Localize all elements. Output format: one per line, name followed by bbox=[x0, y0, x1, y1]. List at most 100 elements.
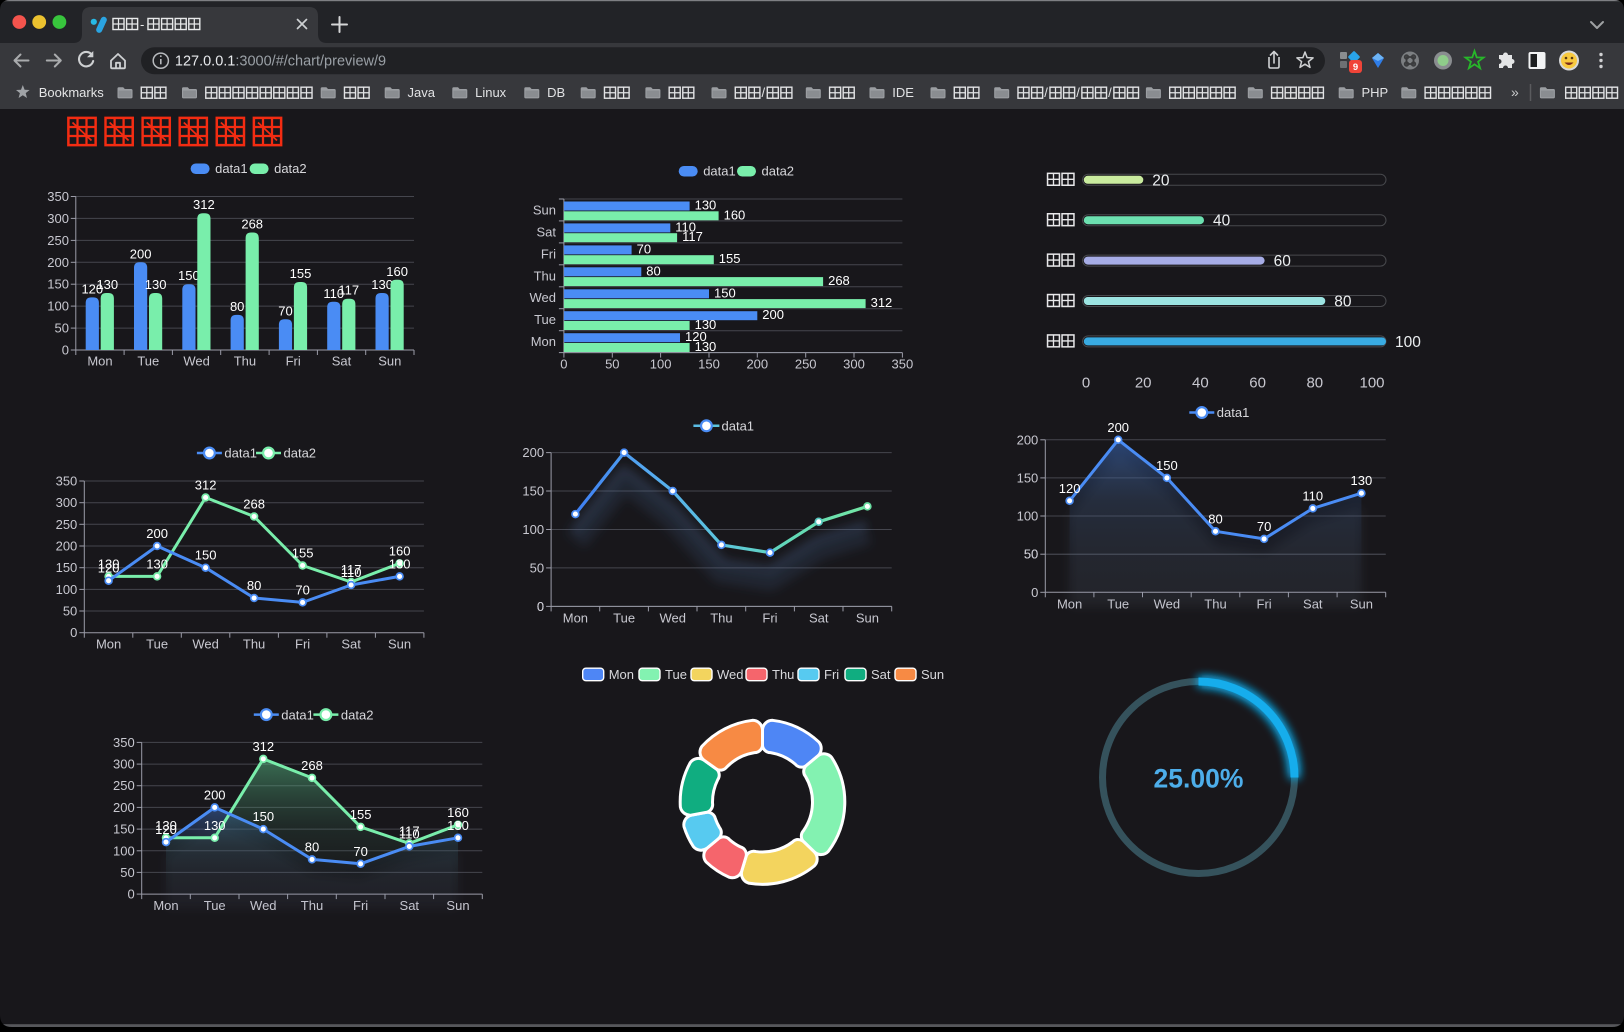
svg-text:Fri: Fri bbox=[824, 667, 839, 682]
svg-text:60: 60 bbox=[1274, 253, 1292, 270]
svg-text:120: 120 bbox=[155, 822, 177, 837]
svg-text:200: 200 bbox=[746, 357, 768, 372]
svg-text:300: 300 bbox=[56, 495, 78, 510]
svg-text:100: 100 bbox=[56, 582, 78, 597]
svg-text:70: 70 bbox=[295, 582, 309, 597]
svg-text:Thu: Thu bbox=[534, 268, 556, 283]
svg-text:25.00%: 25.00% bbox=[1154, 764, 1244, 794]
svg-text:268: 268 bbox=[828, 273, 850, 288]
svg-text:PHP: PHP bbox=[1362, 85, 1389, 100]
svg-text:Sat: Sat bbox=[536, 224, 556, 239]
svg-text:80: 80 bbox=[1306, 375, 1323, 392]
svg-text:Tue: Tue bbox=[137, 354, 159, 369]
svg-text:117: 117 bbox=[338, 283, 359, 298]
svg-text:80: 80 bbox=[305, 839, 319, 854]
svg-text:50: 50 bbox=[120, 865, 134, 880]
svg-text:110: 110 bbox=[323, 286, 344, 301]
svg-text:Fri: Fri bbox=[295, 637, 310, 652]
svg-text:200: 200 bbox=[130, 246, 152, 261]
svg-text:Wed: Wed bbox=[192, 637, 219, 652]
svg-text:0: 0 bbox=[1082, 375, 1090, 392]
svg-text:150: 150 bbox=[178, 268, 200, 283]
svg-text:Fri: Fri bbox=[762, 610, 777, 625]
svg-text:Fri: Fri bbox=[286, 354, 301, 369]
svg-text:0: 0 bbox=[127, 887, 134, 902]
svg-text:Sun: Sun bbox=[921, 667, 944, 682]
svg-text:250: 250 bbox=[113, 778, 135, 793]
svg-text:Sat: Sat bbox=[341, 637, 361, 652]
svg-text:117: 117 bbox=[399, 823, 420, 838]
svg-text:/: / bbox=[1108, 85, 1112, 100]
svg-text:200: 200 bbox=[113, 800, 135, 815]
svg-text:80: 80 bbox=[247, 578, 261, 593]
svg-text:200: 200 bbox=[1017, 432, 1039, 447]
svg-text:0: 0 bbox=[1031, 585, 1038, 600]
svg-text:data2: data2 bbox=[274, 161, 307, 176]
svg-text:150: 150 bbox=[714, 285, 736, 300]
svg-text:155: 155 bbox=[350, 807, 372, 822]
svg-text:130: 130 bbox=[146, 556, 168, 571]
svg-text:130: 130 bbox=[98, 556, 120, 571]
svg-text:Sun: Sun bbox=[378, 354, 401, 369]
svg-text:Sun: Sun bbox=[533, 203, 556, 218]
svg-text:130: 130 bbox=[695, 339, 717, 354]
svg-text:Sat: Sat bbox=[809, 610, 829, 625]
svg-text:130: 130 bbox=[145, 277, 167, 292]
svg-text:Tue: Tue bbox=[534, 312, 556, 327]
svg-text:200: 200 bbox=[1107, 420, 1129, 435]
svg-text:IDE: IDE bbox=[892, 85, 914, 100]
svg-text:data1: data1 bbox=[215, 161, 248, 176]
svg-text:100: 100 bbox=[1395, 334, 1421, 351]
svg-text:Tue: Tue bbox=[613, 610, 635, 625]
svg-text:200: 200 bbox=[56, 539, 78, 554]
svg-text:DB: DB bbox=[547, 85, 565, 100]
svg-text:Tue: Tue bbox=[665, 667, 687, 682]
svg-text:268: 268 bbox=[241, 217, 263, 232]
svg-text:100: 100 bbox=[113, 843, 135, 858]
svg-text:0: 0 bbox=[70, 625, 77, 640]
svg-text:150: 150 bbox=[56, 560, 78, 575]
svg-text:0: 0 bbox=[62, 343, 69, 358]
svg-text:Sun: Sun bbox=[856, 610, 879, 625]
svg-text:350: 350 bbox=[892, 357, 914, 372]
svg-text:130: 130 bbox=[96, 277, 118, 292]
svg-text:50: 50 bbox=[55, 321, 69, 336]
svg-text:117: 117 bbox=[341, 562, 362, 577]
svg-text:Tue: Tue bbox=[146, 637, 168, 652]
svg-text:312: 312 bbox=[193, 197, 215, 212]
svg-text:120: 120 bbox=[1059, 481, 1081, 496]
svg-text:100: 100 bbox=[650, 357, 672, 372]
svg-text:150: 150 bbox=[698, 357, 720, 372]
svg-text:70: 70 bbox=[278, 303, 292, 318]
svg-text:-: - bbox=[140, 17, 144, 32]
svg-text:0: 0 bbox=[560, 357, 567, 372]
svg-text:Mon: Mon bbox=[531, 334, 556, 349]
svg-text:70: 70 bbox=[1257, 519, 1271, 534]
svg-text:100: 100 bbox=[1017, 509, 1039, 524]
svg-text:155: 155 bbox=[292, 546, 314, 561]
svg-text:312: 312 bbox=[252, 739, 274, 754]
svg-text:100: 100 bbox=[47, 299, 69, 314]
svg-text:312: 312 bbox=[195, 478, 217, 493]
svg-text:Mon: Mon bbox=[96, 637, 121, 652]
svg-text:/: / bbox=[762, 85, 766, 100]
svg-text:312: 312 bbox=[871, 295, 893, 310]
svg-text:120: 120 bbox=[98, 561, 120, 576]
svg-text:127.0.0.1:3000/#/chart/preview: 127.0.0.1:3000/#/chart/preview/9 bbox=[175, 53, 386, 69]
svg-text:117: 117 bbox=[682, 229, 703, 244]
svg-text:0: 0 bbox=[537, 599, 544, 614]
svg-text:300: 300 bbox=[47, 211, 69, 226]
svg-text:200: 200 bbox=[762, 307, 784, 322]
svg-text:150: 150 bbox=[113, 822, 135, 837]
svg-text:120: 120 bbox=[81, 281, 103, 296]
svg-text:130: 130 bbox=[447, 818, 469, 833]
svg-text:data1: data1 bbox=[1217, 405, 1250, 420]
svg-text:250: 250 bbox=[47, 233, 69, 248]
svg-text:160: 160 bbox=[389, 543, 411, 558]
svg-text:data2: data2 bbox=[284, 446, 317, 461]
svg-text:200: 200 bbox=[522, 445, 544, 460]
svg-text:Sun: Sun bbox=[388, 637, 411, 652]
svg-text:Mon: Mon bbox=[563, 610, 588, 625]
svg-text:50: 50 bbox=[1024, 547, 1038, 562]
svg-text:110: 110 bbox=[1302, 488, 1323, 503]
